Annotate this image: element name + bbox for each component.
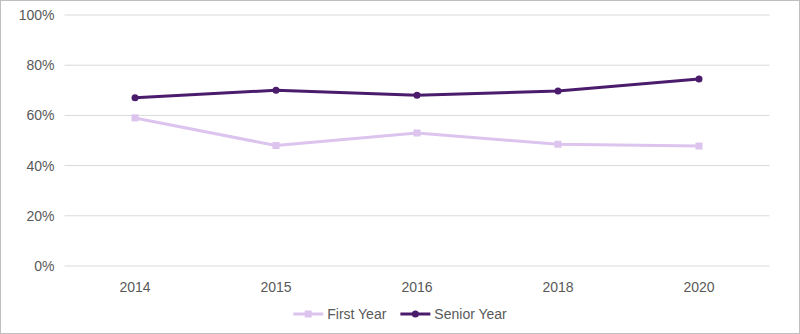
point-marker [132, 94, 139, 101]
chart: 0% 20% 40% 60% 80% 100% 2014 2015 2016 2018 2020 Fi… [0, 0, 800, 334]
x-tick-label: 2018 [542, 279, 573, 295]
legend-label: Senior Year [434, 306, 507, 322]
y-tick-label: 40% [26, 158, 54, 174]
grid-line [65, 266, 770, 267]
point-marker [414, 92, 421, 99]
x-tick-label: 2020 [683, 279, 714, 295]
y-tick-label: 100% [19, 7, 55, 23]
grid-line [65, 215, 770, 216]
series-line [135, 79, 699, 98]
grid-line [65, 65, 770, 66]
point-marker [414, 129, 421, 136]
x-tick-label: 2015 [260, 279, 291, 295]
point-marker [132, 114, 139, 121]
legend-marker [412, 311, 419, 318]
legend-marker [305, 311, 312, 318]
plot-area [132, 76, 703, 150]
grid-line [65, 115, 770, 116]
y-tick-label: 60% [26, 107, 54, 123]
series-line [135, 118, 699, 146]
point-marker [555, 141, 562, 148]
point-marker [696, 143, 703, 150]
y-tick-label: 20% [26, 208, 54, 224]
grid-line [65, 165, 770, 166]
grid-line [65, 15, 770, 16]
x-tick-label: 2016 [401, 279, 432, 295]
point-marker [555, 88, 562, 95]
point-marker [273, 87, 280, 94]
legend-label: First Year [327, 306, 386, 322]
legend: First Year Senior Year [293, 306, 507, 322]
x-tick-label: 2014 [119, 279, 150, 295]
point-marker [273, 142, 280, 149]
y-tick-label: 0% [34, 258, 54, 274]
y-tick-label: 80% [26, 57, 54, 73]
point-marker [696, 76, 703, 83]
